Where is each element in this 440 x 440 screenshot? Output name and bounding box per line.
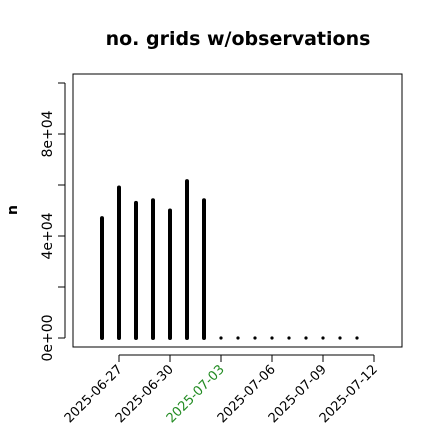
bar-zero-point bbox=[236, 336, 240, 340]
bar-zero-point bbox=[304, 336, 308, 340]
bar-zero-point bbox=[321, 336, 325, 340]
y-tick-label: 4e+04 bbox=[40, 212, 56, 259]
y-axis: 0e+00 4e+04 8e+04 bbox=[40, 82, 66, 362]
bars-group bbox=[100, 179, 359, 340]
y-tick-label: 0e+00 bbox=[40, 314, 56, 361]
y-axis-label: n bbox=[5, 205, 21, 215]
bar-zero-point bbox=[219, 336, 223, 340]
bar-zero-point bbox=[253, 336, 257, 340]
bar-zero-point bbox=[287, 336, 291, 340]
bar-zero-point bbox=[270, 336, 274, 340]
bar-zero-point bbox=[338, 336, 342, 340]
bar-zero-point bbox=[355, 336, 359, 340]
x-axis: 2025-06-272025-06-302025-07-032025-07-06… bbox=[62, 354, 381, 426]
y-tick-label: 8e+04 bbox=[40, 110, 56, 157]
chart-title: no. grids w/observations bbox=[106, 28, 371, 50]
plot-frame bbox=[72, 73, 403, 348]
